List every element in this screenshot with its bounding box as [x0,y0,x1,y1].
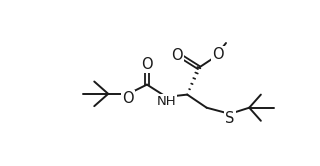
Text: O: O [172,48,183,63]
Text: NH: NH [156,95,176,108]
Text: O: O [141,57,153,72]
Text: O: O [212,47,224,62]
Text: O: O [123,91,134,106]
Text: S: S [225,111,235,126]
